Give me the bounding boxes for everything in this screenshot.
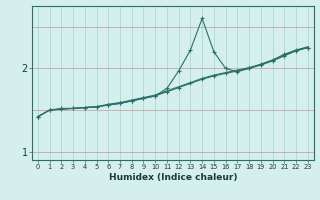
X-axis label: Humidex (Indice chaleur): Humidex (Indice chaleur) (108, 173, 237, 182)
